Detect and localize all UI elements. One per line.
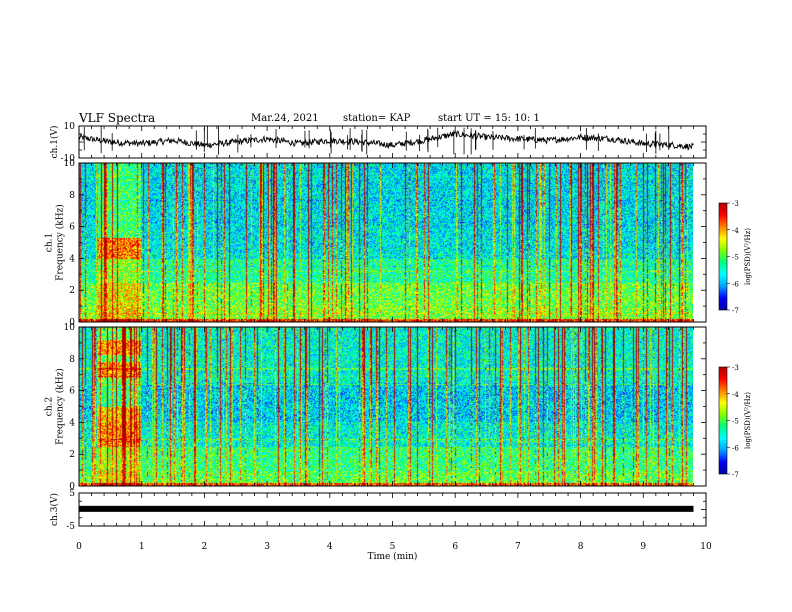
y-tick-label: 0	[69, 482, 75, 492]
colorbar-tick-label: -7	[732, 471, 739, 479]
y-tick-label: 10	[64, 159, 76, 169]
y-axis-label: Frequency (kHz)	[55, 368, 66, 445]
y-tick-label: 2	[69, 286, 75, 296]
y-tick-label: 4	[69, 418, 75, 428]
date-label: Mar.24, 2021	[251, 113, 319, 124]
colorbar-tick-label: -4	[732, 227, 739, 235]
x-tick-label: 10	[700, 542, 712, 552]
x-tick-label: 2	[202, 542, 208, 552]
y-axis-label: ch.3(V)	[49, 493, 60, 526]
colorbar-label: log(PSD)(V²/Hz)	[744, 228, 752, 285]
x-tick-label: 0	[76, 542, 82, 552]
x-tick-label: 4	[327, 542, 333, 552]
colorbar-tick-label: -6	[732, 280, 739, 288]
y-tick-label: 8	[69, 355, 75, 365]
y-tick-label: 0	[69, 318, 75, 328]
colorbar-tick-label: -6	[732, 444, 739, 452]
x-tick-label: 3	[264, 542, 270, 552]
x-tick-label: 7	[515, 542, 521, 552]
y-tick-label: 5	[69, 489, 75, 499]
y-axis-label: ch.1	[45, 233, 55, 252]
ch3-waveform-line	[79, 505, 694, 512]
y-tick-label: -5	[66, 522, 75, 532]
y-axis-label: Frequency (kHz)	[55, 204, 66, 281]
y-tick-label: 10	[64, 122, 76, 132]
colorbar-tick-label: -7	[732, 307, 739, 315]
figure-title: VLF Spectra	[79, 111, 156, 125]
colorbar-tick-label: -4	[732, 391, 739, 399]
x-tick-label: 9	[640, 542, 646, 552]
y-tick-label: 6	[69, 387, 75, 397]
y-axis-label: ch.2	[45, 397, 55, 416]
ch2-spectrogram-image	[79, 327, 693, 486]
y-axis-label: ch.1(V)	[49, 126, 60, 159]
start-time-label: start UT = 15: 10: 1	[438, 113, 540, 124]
x-tick-label: 6	[452, 542, 458, 552]
y-tick-label: 8	[69, 191, 75, 201]
x-tick-label: 8	[578, 542, 584, 552]
colorbar-tick-label: -5	[732, 418, 739, 426]
x-tick-label: 1	[139, 542, 145, 552]
station-label: station= KAP	[343, 113, 411, 124]
x-axis-label: Time (min)	[368, 551, 418, 562]
ch1-spectrogram-image	[79, 163, 693, 322]
colorbar-label: log(PSD)(V²/Hz)	[744, 392, 752, 449]
ch1-waveform-line	[78, 130, 694, 150]
ch2-spectrogram-colorbar	[718, 366, 728, 475]
colorbar-tick-label: -3	[732, 364, 739, 372]
y-tick-label: 2	[69, 450, 75, 460]
y-tick-label: 6	[69, 223, 75, 233]
y-tick-label: -10	[61, 154, 76, 164]
x-tick-label: 5	[390, 542, 396, 552]
ch1-spectrogram-colorbar	[718, 202, 728, 311]
colorbar-tick-label: -3	[732, 200, 739, 208]
y-tick-label: 10	[64, 323, 76, 333]
colorbar-tick-label: -5	[732, 254, 739, 262]
y-tick-label: 4	[69, 254, 75, 264]
